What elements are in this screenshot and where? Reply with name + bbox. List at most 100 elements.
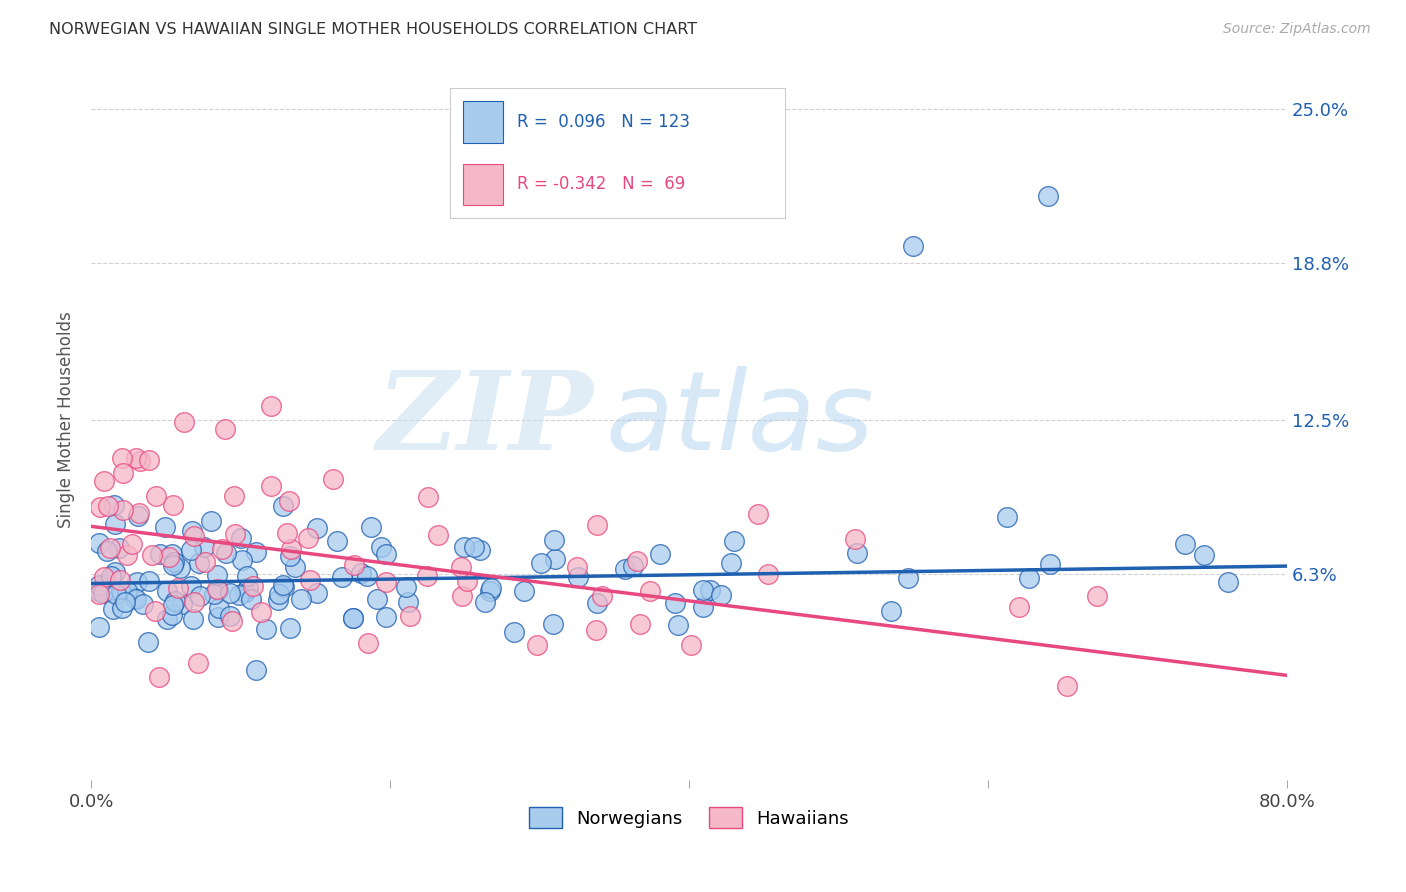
- Point: [91, 585, 114, 599]
- Point: [188, 590, 211, 604]
- Point: [681, 639, 703, 653]
- Point: [93, 577, 115, 591]
- Point: [163, 555, 186, 569]
- Point: [699, 582, 721, 597]
- Point: [844, 532, 866, 546]
- Point: [541, 617, 564, 632]
- Y-axis label: Single Mother Households: Single Mother Households: [58, 311, 75, 528]
- Point: [207, 582, 229, 597]
- Point: [543, 533, 565, 547]
- Point: [451, 590, 474, 604]
- Point: [89, 500, 111, 514]
- Point: [221, 614, 243, 628]
- Point: [148, 671, 170, 685]
- Point: [664, 597, 686, 611]
- Point: [236, 569, 259, 583]
- Point: [96, 544, 118, 558]
- Point: [350, 566, 373, 581]
- Point: [260, 399, 283, 413]
- Point: [111, 466, 134, 480]
- Point: [87, 583, 110, 598]
- Point: [127, 508, 149, 523]
- Point: [145, 489, 167, 503]
- Point: [115, 583, 138, 598]
- Point: [692, 582, 714, 597]
- Point: [269, 587, 291, 601]
- Point: [87, 578, 110, 592]
- Point: [115, 548, 138, 562]
- Point: [233, 584, 256, 599]
- Point: [638, 583, 661, 598]
- Point: [245, 663, 267, 677]
- Point: [162, 598, 184, 612]
- Point: [93, 474, 115, 488]
- Point: [342, 611, 364, 625]
- Point: [122, 591, 145, 605]
- Point: [205, 582, 228, 597]
- Point: [273, 499, 295, 513]
- Point: [450, 559, 472, 574]
- Point: [544, 552, 567, 566]
- Point: [360, 520, 382, 534]
- Legend: Norwegians, Hawaiians: Norwegians, Hawaiians: [522, 800, 856, 836]
- Point: [173, 415, 195, 429]
- Point: [330, 570, 353, 584]
- Point: [756, 567, 779, 582]
- Point: [621, 559, 644, 574]
- Point: [125, 592, 148, 607]
- Point: [138, 574, 160, 588]
- Point: [395, 580, 418, 594]
- Point: [136, 634, 159, 648]
- Point: [162, 499, 184, 513]
- Point: [219, 609, 242, 624]
- Point: [375, 548, 398, 562]
- Point: [162, 558, 184, 573]
- Point: [356, 569, 378, 583]
- Point: [530, 557, 553, 571]
- Point: [110, 583, 132, 598]
- Point: [111, 450, 134, 465]
- Point: [193, 541, 215, 555]
- Point: [297, 531, 319, 545]
- Point: [374, 610, 396, 624]
- Point: [108, 573, 131, 587]
- Point: [208, 601, 231, 615]
- Point: [1216, 574, 1239, 589]
- Point: [692, 600, 714, 615]
- Point: [249, 605, 271, 619]
- Point: [141, 548, 163, 562]
- Point: [228, 588, 250, 602]
- Point: [456, 574, 478, 588]
- Point: [125, 451, 148, 466]
- Point: [1007, 600, 1029, 615]
- Point: [215, 546, 238, 560]
- Point: [240, 591, 263, 606]
- Point: [585, 596, 607, 610]
- Text: Source: ZipAtlas.com: Source: ZipAtlas.com: [1223, 22, 1371, 37]
- Point: [879, 604, 901, 618]
- Text: NORWEGIAN VS HAWAIIAN SINGLE MOTHER HOUSEHOLDS CORRELATION CHART: NORWEGIAN VS HAWAIIAN SINGLE MOTHER HOUS…: [49, 22, 697, 37]
- Point: [502, 624, 524, 639]
- Point: [188, 556, 211, 570]
- Point: [1056, 679, 1078, 693]
- Point: [526, 638, 548, 652]
- Point: [180, 543, 202, 558]
- Point: [326, 534, 349, 549]
- Point: [1036, 189, 1059, 203]
- Point: [207, 610, 229, 624]
- Point: [709, 588, 731, 602]
- Point: [180, 579, 202, 593]
- Point: [98, 541, 121, 555]
- Point: [121, 537, 143, 551]
- Point: [187, 657, 209, 671]
- Point: [280, 541, 302, 556]
- Point: [160, 607, 183, 622]
- Point: [298, 573, 321, 587]
- Point: [170, 597, 193, 611]
- Point: [207, 567, 229, 582]
- Point: [87, 536, 110, 550]
- Point: [224, 489, 246, 503]
- Point: [648, 547, 671, 561]
- Point: [202, 587, 225, 601]
- Point: [585, 624, 607, 638]
